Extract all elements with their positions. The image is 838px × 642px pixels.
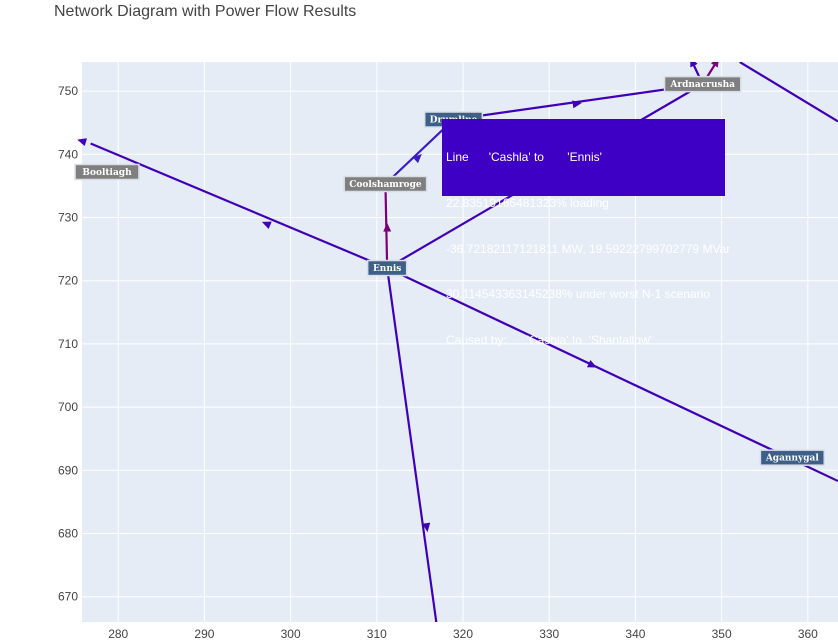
y-tick-label-0: 670 xyxy=(58,590,78,604)
edge-arrow-2 xyxy=(261,221,272,230)
hover-tooltip: Line 'Cashla' to 'Ennis' 22.835191664813… xyxy=(442,119,730,347)
node-coolshamroge[interactable]: Coolshamroge xyxy=(343,175,428,193)
node-label: Ennis xyxy=(373,264,401,274)
node-label: Agannygal xyxy=(765,454,820,464)
edge-arrow-5 xyxy=(383,222,392,232)
y-tick-label-7: 740 xyxy=(58,147,78,161)
chart-title: Network Diagram with Power Flow Results xyxy=(54,3,357,20)
node-ardnacrusha[interactable]: Ardnacrusha xyxy=(663,75,742,93)
edge-2 xyxy=(90,142,388,270)
x-tick-label-1: 290 xyxy=(194,627,214,641)
node-booltiagh[interactable]: Booltiagh xyxy=(74,163,140,181)
hover-line-4: 30.114543363145238% under worst N-1 scen… xyxy=(446,287,710,302)
node-label: Ardnacrusha xyxy=(669,80,735,90)
x-tick-label-4: 320 xyxy=(453,627,473,641)
y-tick-label-3: 700 xyxy=(58,400,78,414)
y-tick-label-6: 730 xyxy=(58,210,78,224)
edge-arrow-0 xyxy=(422,522,431,533)
x-tick-label-3: 310 xyxy=(367,627,387,641)
y-axis: 670 680 690 700 710 720 730 740 750 xyxy=(58,84,78,604)
network-edges xyxy=(77,62,838,622)
x-tick-label-7: 350 xyxy=(712,627,732,641)
node-label-box xyxy=(366,259,408,277)
hover-line-3: -36.72182117121811 MW, 19.59222799702779… xyxy=(446,241,731,256)
y-tick-label-5: 720 xyxy=(58,274,78,288)
edge-arrow-3 xyxy=(77,138,87,146)
node-agannygal[interactable]: Agannygal xyxy=(759,449,825,466)
x-axis: 280 290 300 310 320 330 340 350 360 xyxy=(108,627,818,641)
edge-10 xyxy=(739,62,838,123)
edge-arrow-6 xyxy=(412,154,422,164)
y-tick-label-1: 680 xyxy=(58,527,78,541)
x-tick-label-0: 280 xyxy=(108,627,128,641)
hover-line-1: Line 'Cashla' to 'Ennis' xyxy=(446,150,602,165)
x-tick-label-5: 330 xyxy=(539,627,559,641)
edge-0 xyxy=(386,267,438,622)
edge-arrow-8 xyxy=(690,62,698,68)
hover-line-5: Caused by: 'Cashla' to 'Shantallow' xyxy=(446,332,652,347)
node-label: Booltiagh xyxy=(82,168,132,178)
node-ennis[interactable]: Ennis xyxy=(366,259,408,277)
node-label-box xyxy=(663,75,742,93)
node-label-box xyxy=(343,175,428,193)
x-tick-label-6: 340 xyxy=(625,627,645,641)
edge-arrow-7 xyxy=(572,100,582,109)
y-tick-label-2: 690 xyxy=(58,463,78,477)
edge-arrow-9 xyxy=(710,62,720,68)
node-label-box xyxy=(74,163,140,181)
node-label-box xyxy=(759,449,825,466)
hover-line-2: 22.83519166481323% loading xyxy=(446,196,609,211)
grid xyxy=(82,62,838,622)
edge-7 xyxy=(453,83,703,121)
y-tick-label-8: 750 xyxy=(58,84,78,98)
y-tick-label-4: 710 xyxy=(58,337,78,351)
edge-1 xyxy=(386,267,838,483)
x-tick-label-2: 300 xyxy=(281,627,301,641)
edge-arrow-1 xyxy=(586,360,597,368)
x-tick-label-8: 360 xyxy=(798,627,818,641)
node-label: Coolshamroge xyxy=(349,180,422,190)
